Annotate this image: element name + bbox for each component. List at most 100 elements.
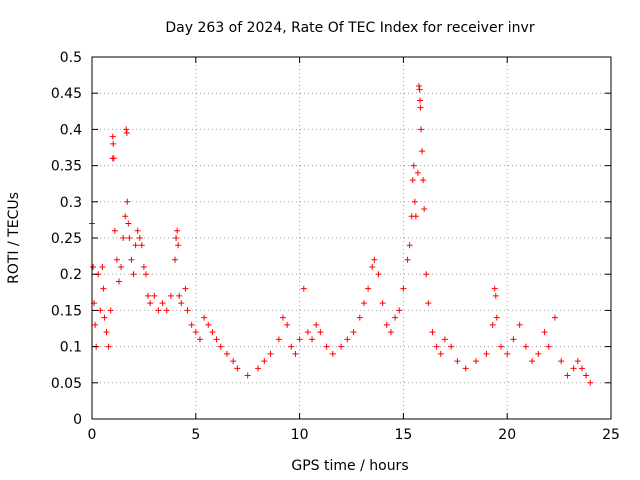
y-tick-label: 0.1 bbox=[60, 340, 82, 356]
data-point bbox=[284, 321, 291, 328]
data-point bbox=[317, 329, 324, 336]
data-point bbox=[417, 97, 424, 104]
axes: 0 5 10 15 20 25 0 0.05 0.1 0.15 0.2 0.25 0.3 0.35 0.4 0… bbox=[51, 50, 620, 443]
data-point bbox=[483, 350, 490, 357]
data-point bbox=[288, 343, 295, 350]
data-point bbox=[126, 235, 133, 241]
data-point bbox=[176, 292, 183, 299]
data-point bbox=[510, 336, 517, 343]
data-point bbox=[99, 263, 106, 270]
data-point bbox=[417, 104, 424, 111]
data-point bbox=[421, 206, 428, 213]
data-point bbox=[415, 82, 422, 89]
data-point bbox=[441, 336, 448, 343]
data-point bbox=[142, 271, 149, 278]
data-point bbox=[182, 285, 189, 292]
data-point bbox=[244, 372, 251, 379]
data-point bbox=[90, 263, 97, 270]
data-point bbox=[387, 329, 394, 336]
y-tick-label: 0.3 bbox=[60, 195, 82, 211]
data-point bbox=[545, 343, 552, 350]
data-point bbox=[375, 271, 382, 278]
data-point bbox=[234, 365, 241, 372]
y-axis-label: ROTI / TECUs bbox=[6, 192, 22, 284]
data-point bbox=[309, 336, 316, 343]
data-point bbox=[313, 321, 320, 328]
data-point bbox=[136, 235, 143, 241]
data-point bbox=[125, 220, 132, 227]
data-point bbox=[123, 126, 130, 133]
data-point bbox=[209, 329, 216, 336]
data-point bbox=[122, 213, 129, 220]
data-point bbox=[178, 300, 185, 307]
data-point bbox=[151, 292, 158, 299]
data-point bbox=[411, 198, 418, 205]
data-point bbox=[489, 321, 496, 328]
data-point bbox=[174, 227, 181, 234]
data-point bbox=[410, 162, 417, 169]
data-point bbox=[350, 329, 357, 336]
data-point bbox=[304, 329, 311, 336]
data-point bbox=[462, 365, 469, 372]
data-point bbox=[406, 242, 413, 249]
data-point bbox=[115, 278, 122, 285]
y-tick-label: 0.5 bbox=[60, 50, 82, 66]
y-tick-label: 0.2 bbox=[60, 267, 82, 283]
data-point bbox=[473, 358, 480, 365]
data-point bbox=[583, 372, 590, 379]
data-point bbox=[551, 314, 558, 321]
x-tick-label: 5 bbox=[191, 427, 200, 443]
data-point bbox=[587, 379, 594, 386]
data-point bbox=[128, 256, 135, 263]
y-tick-label: 0.35 bbox=[51, 159, 82, 175]
data-point bbox=[167, 292, 174, 299]
data-point bbox=[371, 256, 378, 263]
data-point bbox=[175, 242, 182, 249]
data-point bbox=[497, 343, 504, 350]
data-point bbox=[101, 314, 108, 321]
data-point bbox=[360, 300, 367, 307]
data-point bbox=[159, 300, 166, 307]
data-point bbox=[188, 321, 195, 328]
data-point bbox=[113, 256, 120, 263]
data-point bbox=[155, 307, 162, 314]
data-point bbox=[109, 133, 116, 140]
data-point bbox=[100, 285, 107, 292]
data-point bbox=[261, 358, 268, 365]
x-tick-label: 25 bbox=[602, 427, 620, 443]
data-point bbox=[132, 242, 139, 249]
data-point bbox=[400, 285, 407, 292]
data-point bbox=[105, 343, 112, 350]
data-point bbox=[570, 365, 577, 372]
data-point bbox=[217, 343, 224, 350]
data-point bbox=[383, 321, 390, 328]
data-point bbox=[529, 358, 536, 365]
data-point bbox=[493, 314, 500, 321]
data-point bbox=[419, 148, 426, 155]
data-point bbox=[365, 285, 372, 292]
data-point bbox=[541, 329, 548, 336]
x-tick-label: 0 bbox=[88, 427, 97, 443]
data-point bbox=[107, 307, 114, 314]
data-point bbox=[130, 271, 137, 278]
data-point bbox=[296, 336, 303, 343]
data-point bbox=[492, 292, 499, 299]
data-point bbox=[409, 177, 416, 184]
data-point bbox=[396, 307, 403, 314]
data-point bbox=[118, 263, 125, 270]
data-point bbox=[392, 314, 399, 321]
data-point bbox=[425, 300, 432, 307]
data-point bbox=[201, 314, 208, 321]
data-point bbox=[134, 227, 141, 234]
data-point bbox=[124, 198, 131, 205]
x-tick-label: 20 bbox=[498, 427, 516, 443]
data-point bbox=[255, 365, 262, 372]
data-point bbox=[404, 256, 411, 263]
data-point bbox=[196, 336, 203, 343]
x-tick-label: 15 bbox=[394, 427, 412, 443]
data-point bbox=[429, 329, 436, 336]
data-point bbox=[516, 321, 523, 328]
chart-title: Day 263 of 2024, Rate Of TEC Index for r… bbox=[165, 20, 534, 36]
